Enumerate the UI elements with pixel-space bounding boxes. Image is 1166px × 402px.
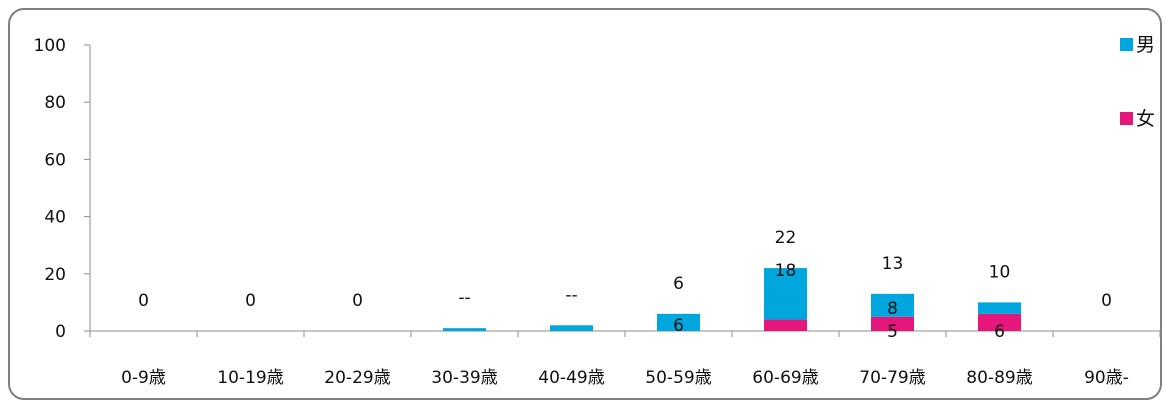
total-data-label: 0	[352, 291, 363, 311]
segment-data-label: 6	[994, 322, 1005, 342]
x-tick-label: 80-89歳	[966, 368, 1032, 388]
x-tick-label: 70-79歳	[859, 368, 925, 388]
bar-segment-male	[657, 313, 700, 331]
segment-data-label: 6	[673, 316, 684, 336]
total-data-label: --	[565, 285, 577, 305]
segment-data-label: 5	[887, 322, 898, 342]
y-tick-label: 40	[44, 208, 66, 228]
y-tick-label: 60	[44, 150, 66, 170]
y-tick-label: 100	[34, 36, 66, 56]
total-data-label: 6	[673, 274, 684, 294]
bar-segment-female	[871, 316, 914, 331]
y-tick-label: 20	[44, 265, 66, 285]
x-tick-label: 60-69歳	[752, 368, 818, 388]
x-tick-label: 40-49歳	[538, 368, 604, 388]
bar-segment-male	[978, 302, 1021, 314]
x-tick-label: 50-59歳	[645, 368, 711, 388]
total-data-label: 0	[245, 291, 256, 311]
y-tick-label: 80	[44, 93, 66, 113]
x-tick-label: 30-39歳	[431, 368, 497, 388]
segment-data-label: 18	[775, 261, 797, 281]
bar-segment-male	[550, 325, 593, 331]
bar-segment-female	[978, 313, 1021, 331]
total-data-label: 22	[775, 228, 797, 248]
chart-frame	[8, 8, 1162, 400]
bar-segment-male	[443, 328, 486, 331]
total-data-label: --	[458, 288, 470, 308]
legend-label-female: 女	[1136, 108, 1155, 130]
x-tick-label: 90歳-	[1084, 368, 1129, 388]
legend-swatch-male	[1120, 38, 1133, 51]
bar-segment-male	[871, 293, 914, 317]
x-tick-label: 0-9歳	[121, 368, 166, 388]
total-data-label: 13	[882, 254, 904, 274]
x-tick-label: 10-19歳	[217, 368, 283, 388]
legend-swatch-female	[1120, 112, 1133, 125]
total-data-label: 10	[989, 262, 1011, 282]
total-data-label: 0	[1101, 291, 1112, 311]
x-tick-label: 20-29歳	[324, 368, 390, 388]
bar-segment-male	[764, 268, 807, 320]
segment-data-label: 8	[887, 299, 898, 319]
y-tick-label: 0	[55, 322, 66, 342]
total-data-label: 0	[138, 291, 149, 311]
bar-segment-female	[764, 319, 807, 331]
legend-label-male: 男	[1136, 34, 1155, 56]
